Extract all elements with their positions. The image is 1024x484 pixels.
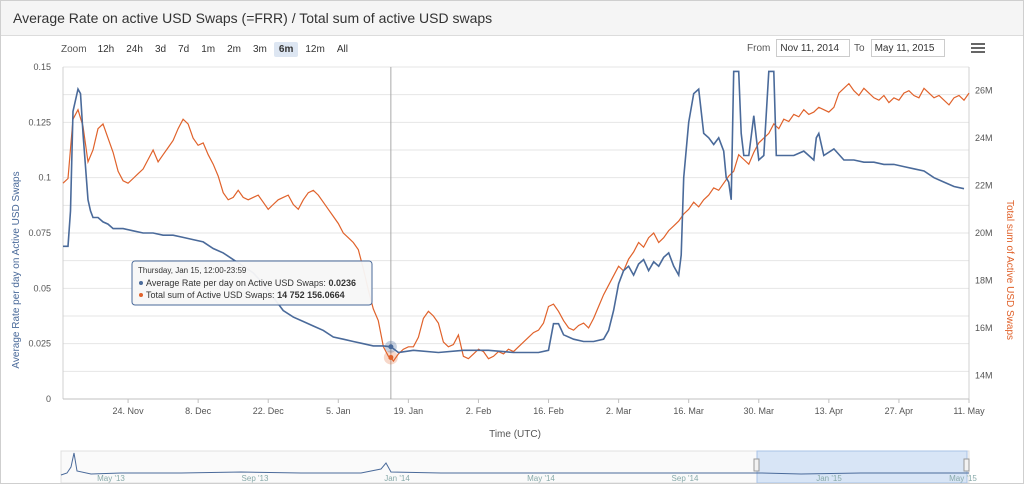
- zoom-bar: Zoom 12h 24h 3d 7d 1m 2m 3m 6m 12m All: [61, 41, 355, 57]
- left-tick-label: 0.05: [33, 283, 51, 293]
- zoom-button-12m[interactable]: 12m: [305, 43, 325, 55]
- left-tick-label: 0.125: [28, 117, 51, 127]
- left-tick-label: 0.1: [38, 173, 51, 183]
- hover-marker-rate: [388, 344, 394, 350]
- left-axis-label: Average Rate per day on Active USD Swaps: [11, 171, 22, 368]
- zoom-button-2m[interactable]: 2m: [227, 43, 241, 55]
- left-tick-label: 0.075: [28, 228, 51, 238]
- navigator-selection[interactable]: [756, 450, 968, 483]
- right-tick-label: 16M: [975, 323, 993, 333]
- navigator-label: Sep '13: [242, 474, 269, 483]
- x-tick-label: 30. Mar: [744, 406, 775, 416]
- x-tick-label: 16. Mar: [673, 406, 704, 416]
- x-tick-label: 22. Dec: [253, 406, 285, 416]
- right-axis-ticks: 14M 16M 18M 20M 22M 24M 26M: [975, 86, 993, 381]
- right-tick-label: 14M: [975, 370, 993, 380]
- zoom-button-3m[interactable]: 3m: [253, 43, 267, 55]
- to-date-input[interactable]: [870, 39, 945, 57]
- x-axis-label: Time (UTC): [489, 429, 541, 440]
- x-axis-ticks: 24. Nov 8. Dec 22. Dec 5. Jan 19. Jan 2. Feb 1…: [113, 399, 985, 416]
- navigator-label: May '13: [97, 474, 125, 483]
- navigator-handle-left[interactable]: [753, 458, 760, 472]
- x-tick-label: 5. Jan: [326, 406, 351, 416]
- page-title: Average Rate on active USD Swaps (=FRR) …: [13, 10, 493, 26]
- right-tick-label: 20M: [975, 228, 993, 238]
- tooltip-row-total: Total sum of Active USD Swaps: 14 752 15…: [146, 290, 345, 300]
- right-tick-label: 18M: [975, 275, 993, 285]
- tooltip-header: Thursday, Jan 15, 12:00-23:59: [138, 266, 247, 275]
- tooltip-row-rate: Average Rate per day on Active USD Swaps…: [146, 278, 356, 288]
- from-label: From: [747, 42, 771, 54]
- left-tick-label: 0.025: [28, 339, 51, 349]
- x-tick-label: 16. Feb: [533, 406, 564, 416]
- series-line-average-rate: [63, 70, 965, 354]
- x-tick-label: 24. Nov: [113, 406, 145, 416]
- navigator-label: Sep '14: [672, 474, 699, 483]
- navigator[interactable]: May '13 Sep '13 Jan '14 May '14 Sep '14 …: [60, 450, 977, 483]
- panel-header: Average Rate on active USD Swaps (=FRR) …: [1, 1, 1023, 36]
- x-tick-label: 8. Dec: [185, 406, 212, 416]
- navigator-label: May '15: [949, 474, 977, 483]
- zoom-button-3d[interactable]: 3d: [154, 43, 167, 55]
- navigator-label: Jan '15: [816, 474, 842, 483]
- menu-icon[interactable]: [971, 43, 985, 55]
- hover-marker-total: [388, 354, 394, 360]
- zoom-button-12h[interactable]: 12h: [97, 43, 115, 55]
- grid-lines: [62, 66, 970, 400]
- chart-svg[interactable]: 0 0.025 0.05 0.075 0.1 0.125 0.15 14M 16M 18M 20M…: [1, 35, 1023, 483]
- range-from: From: [747, 39, 851, 57]
- x-tick-label: 13. Apr: [815, 406, 844, 416]
- range-to: To: [854, 39, 945, 57]
- zoom-label: Zoom: [61, 43, 87, 55]
- navigator-label: Jan '14: [384, 474, 410, 483]
- x-tick-label: 27. Apr: [885, 406, 914, 416]
- right-axis-label: Total sum of Active USD Swaps: [1004, 200, 1015, 340]
- zoom-button-7d[interactable]: 7d: [178, 43, 190, 55]
- left-tick-label: 0.15: [33, 62, 51, 72]
- from-date-input[interactable]: [776, 39, 851, 57]
- x-tick-label: 11. May: [953, 406, 985, 416]
- zoom-button-all[interactable]: All: [336, 43, 348, 55]
- right-tick-label: 26M: [975, 86, 993, 96]
- left-axis-ticks: 0 0.025 0.05 0.075 0.1 0.125 0.15: [28, 62, 51, 404]
- x-tick-label: 2. Feb: [466, 406, 492, 416]
- left-tick-label: 0: [46, 394, 51, 404]
- navigator-handle-right[interactable]: [963, 458, 970, 472]
- tooltip: Thursday, Jan 15, 12:00-23:59 Average Ra…: [131, 260, 373, 306]
- right-tick-label: 24M: [975, 133, 993, 143]
- tooltip-bullet-total: [139, 293, 143, 297]
- x-tick-label: 19. Jan: [394, 406, 424, 416]
- zoom-button-1m[interactable]: 1m: [201, 43, 216, 55]
- navigator-series: [60, 452, 969, 476]
- zoom-button-6m[interactable]: 6m: [273, 41, 299, 57]
- tooltip-bullet-rate: [139, 281, 143, 285]
- zoom-button-24h[interactable]: 24h: [126, 43, 143, 55]
- x-tick-label: 2. Mar: [606, 406, 632, 416]
- navigator-label: May '14: [527, 474, 555, 483]
- to-label: To: [854, 42, 865, 54]
- series-line-total-sum: [62, 82, 970, 363]
- right-tick-label: 22M: [975, 181, 993, 191]
